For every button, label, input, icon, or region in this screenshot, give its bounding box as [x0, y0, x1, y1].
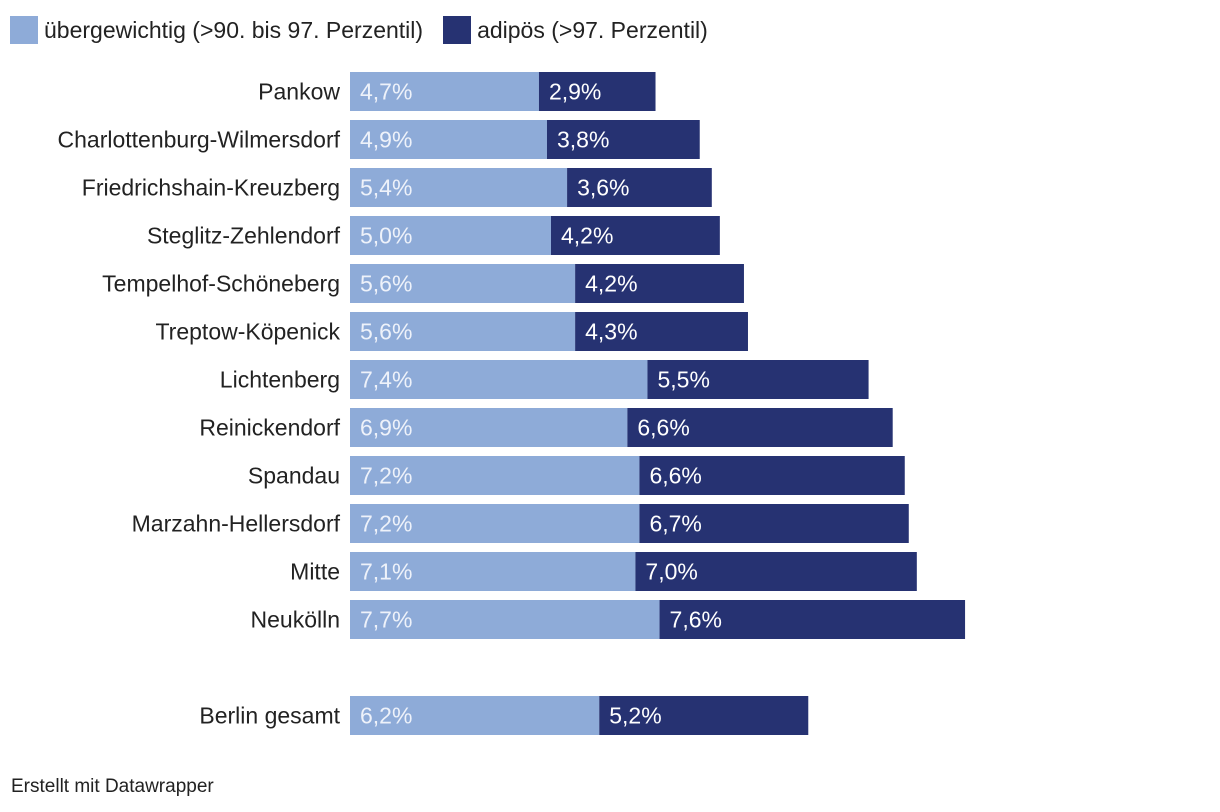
bar-segment-adipoes — [567, 168, 712, 207]
bar-segment-uebergewichtig — [350, 120, 547, 159]
value-label: 7,1% — [360, 559, 412, 585]
legend: übergewichtig (>90. bis 97. Perzentil) a… — [10, 14, 728, 46]
category-label: Treptow-Köpenick — [155, 319, 340, 345]
bar-segment-uebergewichtig — [350, 72, 539, 111]
bar-segment-adipoes — [599, 696, 809, 735]
bar-segment-uebergewichtig — [350, 360, 648, 399]
bar-row-lichtenberg: Lichtenberg 7,4% 5,5% — [220, 360, 869, 399]
bar-row-marzahn-hellersdorf: Marzahn-Hellersdorf 7,2% 6,7% — [132, 504, 909, 543]
legend-label-uebergewichtig: übergewichtig (>90. bis 97. Perzentil) — [44, 16, 424, 43]
value-label: 6,6% — [637, 415, 689, 441]
bar-segment-uebergewichtig — [350, 312, 576, 351]
bar-segment-uebergewichtig — [350, 552, 636, 591]
bar-segment-uebergewichtig — [350, 168, 568, 207]
value-label: 5,6% — [360, 271, 412, 297]
bar-segment-adipoes — [659, 600, 966, 639]
legend-swatch-adipoes — [443, 16, 472, 44]
category-label: Reinickendorf — [199, 415, 340, 441]
value-label: 7,2% — [360, 463, 412, 489]
value-label: 5,4% — [360, 175, 412, 201]
value-label: 7,2% — [360, 511, 412, 537]
bar-segment-adipoes — [551, 216, 720, 255]
category-label: Berlin gesamt — [199, 703, 340, 729]
bar-row-tempelhof-schoeneberg: Tempelhof-Schöneberg 5,6% 4,2% — [102, 264, 744, 303]
value-label: 6,2% — [360, 703, 412, 729]
legend-item-uebergewichtig: übergewichtig (>90. bis 97. Perzentil) — [10, 16, 423, 44]
bar-row-reinickendorf: Reinickendorf 6,9% 6,6% — [199, 408, 893, 447]
value-label: 2,9% — [549, 79, 601, 105]
bar-segment-adipoes — [627, 408, 893, 447]
bar-segment-adipoes — [546, 120, 700, 159]
bar-row-treptow-koepenick: Treptow-Köpenick 5,6% 4,3% — [155, 312, 748, 351]
value-label: 7,6% — [670, 607, 722, 633]
value-label: 7,7% — [360, 607, 412, 633]
value-label: 3,8% — [557, 127, 609, 153]
category-label: Lichtenberg — [220, 367, 340, 393]
value-label: 6,9% — [360, 415, 412, 441]
bar-segment-adipoes — [639, 456, 905, 495]
category-label: Marzahn-Hellersdorf — [132, 511, 341, 537]
value-label: 4,3% — [585, 319, 637, 345]
bar-row-charlottenburg-wilmersdorf: Charlottenburg-Wilmersdorf 4,9% 3,8% — [58, 120, 700, 159]
value-label: 7,4% — [360, 367, 412, 393]
value-label: 5,0% — [360, 223, 412, 249]
category-label: Friedrichshain-Kreuzberg — [82, 175, 340, 201]
bar-segment-uebergewichtig — [350, 456, 640, 495]
value-label: 4,9% — [360, 127, 412, 153]
legend-item-adipoes: adipös (>97. Perzentil) — [443, 16, 708, 44]
value-label: 5,2% — [609, 703, 661, 729]
bar-segment-uebergewichtig — [350, 504, 640, 543]
bar-row-friedrichshain-kreuzberg: Friedrichshain-Kreuzberg 5,4% 3,6% — [82, 168, 712, 207]
bar-segment-adipoes — [639, 504, 909, 543]
bar-segment-uebergewichtig — [350, 696, 600, 735]
bar-row-spandau: Spandau 7,2% 6,6% — [248, 456, 905, 495]
legend-label-adipoes: adipös (>97. Perzentil) — [477, 16, 708, 43]
value-label: 4,7% — [360, 79, 412, 105]
value-label: 6,7% — [649, 511, 701, 537]
bar-row-neukoelln: Neukölln 7,7% 7,6% — [251, 600, 966, 639]
category-label: Tempelhof-Schöneberg — [102, 271, 340, 297]
value-label: 4,2% — [585, 271, 637, 297]
bar-segment-adipoes — [635, 552, 917, 591]
bar-row-mitte: Mitte 7,1% 7,0% — [290, 552, 917, 591]
value-label: 4,2% — [561, 223, 613, 249]
bar-segment-adipoes — [575, 312, 748, 351]
value-label: 6,6% — [649, 463, 701, 489]
category-label: Charlottenburg-Wilmersdorf — [58, 127, 341, 153]
value-label: 3,6% — [577, 175, 629, 201]
bar-segment-uebergewichtig — [350, 216, 551, 255]
value-label: 5,5% — [657, 367, 709, 393]
bar-row-steglitz-zehlendorf: Steglitz-Zehlendorf 5,0% 4,2% — [147, 216, 720, 255]
bar-row-pankow: Pankow 4,7% 2,9% — [258, 72, 656, 111]
footer-credit: Erstellt mit Datawrapper — [11, 776, 214, 797]
bar-segment-adipoes — [538, 72, 656, 111]
category-label: Spandau — [248, 463, 340, 489]
bar-segment-adipoes — [647, 360, 869, 399]
bar-segment-uebergewichtig — [350, 600, 660, 639]
value-label: 5,6% — [360, 319, 412, 345]
category-label: Pankow — [258, 79, 340, 105]
bar-segment-uebergewichtig — [350, 408, 628, 447]
bar-segment-uebergewichtig — [350, 264, 576, 303]
value-label: 7,0% — [645, 559, 697, 585]
category-label: Steglitz-Zehlendorf — [147, 223, 341, 249]
bar-row-berlin-gesamt: Berlin gesamt 6,2% 5,2% — [199, 696, 809, 735]
legend-swatch-uebergewichtig — [10, 16, 38, 44]
category-label: Mitte — [290, 559, 340, 585]
bar-segment-adipoes — [575, 264, 744, 303]
category-label: Neukölln — [251, 607, 341, 633]
